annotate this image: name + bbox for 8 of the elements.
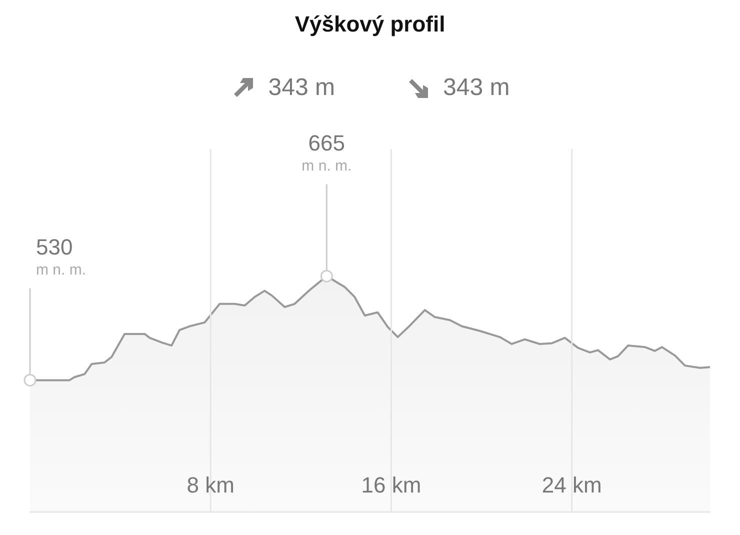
data-label: 530 m n. m. — [36, 234, 86, 278]
text: 343 m — [268, 74, 335, 102]
x-tick-label: 16 km — [361, 472, 422, 498]
text: 343 m — [443, 74, 510, 102]
data-label: 665 m n. m. — [302, 130, 352, 174]
x-tick-label: 8 km — [186, 472, 234, 498]
chart-title: Výškový profil — [294, 12, 446, 36]
x-tick-label: 24 km — [542, 472, 602, 498]
